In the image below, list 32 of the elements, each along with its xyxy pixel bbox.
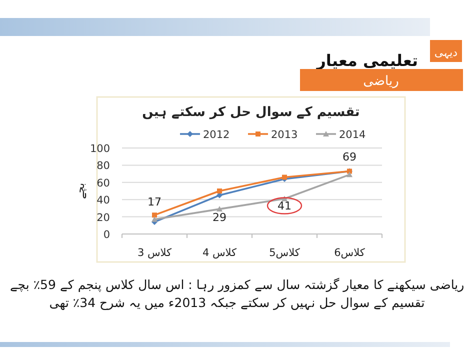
y-tick-label: 40 <box>96 194 110 207</box>
text: تقسیم کے سوال حل نہیں کر سکتے جبکہ 2013ء میں یہ شرح 34٪ تھی <box>49 295 426 311</box>
data-label: 69 <box>342 150 356 164</box>
y-tick-label: 100 <box>90 143 110 155</box>
x-tick-label: کلاس 4 <box>202 247 237 259</box>
x-tick-label: کلاس 3 <box>137 247 172 259</box>
y-tick-label: 60 <box>96 177 110 190</box>
text: ریاضی <box>363 74 399 89</box>
point <box>216 206 222 212</box>
annotation: 41 <box>278 200 292 213</box>
legend-label: 2013 <box>271 129 298 141</box>
chart-title: تقسیم کے سوال حل کر سکتے ہیں <box>142 105 360 120</box>
point <box>346 172 352 178</box>
text: تعلیمی معیار <box>316 51 418 70</box>
y-tick-label: 20 <box>96 212 110 224</box>
y-tick-label: 0 <box>103 229 110 241</box>
point <box>217 188 222 194</box>
point <box>152 216 158 222</box>
y-tick-label: 80 <box>96 160 110 172</box>
y-axis-title: بچے <box>74 182 87 200</box>
text: ریاضی سیکھنے کا معیار گزشتہ سال سے کمزور رہا : اس سال کلاس پنجم کے 59٪ بچے <box>10 277 464 293</box>
legend-item: 2012 <box>180 129 230 141</box>
text: دیہی <box>434 46 458 59</box>
x-tick-label: کلاس5 <box>269 247 300 259</box>
legend-label: 2012 <box>203 129 230 141</box>
legend-item: 2014 <box>316 129 366 141</box>
data-label: 29 <box>212 211 226 224</box>
legend-item: 2013 <box>248 129 298 141</box>
data-label: 17 <box>148 195 162 208</box>
point <box>152 212 157 218</box>
legend-label: 2014 <box>339 129 366 141</box>
x-tick-label: کلاس6 <box>334 247 365 259</box>
